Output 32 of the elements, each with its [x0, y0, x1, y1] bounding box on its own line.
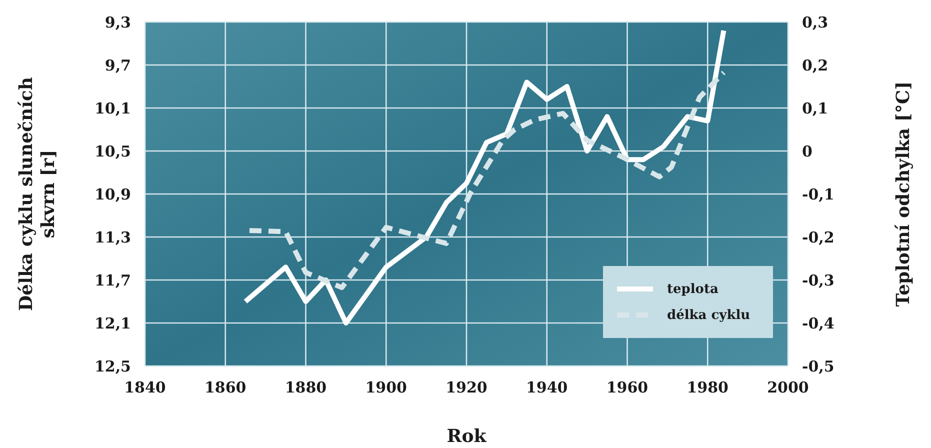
legend-label: délka cyklu — [667, 308, 750, 322]
y2-tick-label: -0,2 — [802, 228, 834, 246]
y2-axis-title: Teplotní odchylka [°C] — [893, 81, 914, 307]
legend-label: teplota — [667, 282, 718, 296]
y-tick-label: 12,1 — [94, 314, 131, 332]
y2-tick-label: -0,4 — [802, 314, 834, 332]
x-tick-label: 1860 — [204, 378, 246, 397]
y2-tick-label: 0 — [802, 142, 812, 160]
y2-tick-label: 0,3 — [802, 13, 828, 32]
y-tick-label: 12,5 — [94, 357, 131, 376]
y-tick-label: 10,5 — [94, 142, 131, 160]
x-tick-label: 1940 — [526, 378, 568, 397]
x-axis-title: Rok — [446, 426, 487, 447]
y2-tick-label: -0,5 — [802, 357, 834, 376]
x-tick-label: 1920 — [446, 378, 488, 397]
x-tick-label: 1980 — [686, 378, 728, 397]
y2-tick-label: 0,2 — [802, 56, 828, 74]
y-tick-label: 9,7 — [104, 56, 131, 74]
y-tick-label: 9,3 — [104, 13, 131, 32]
y2-tick-label: 0,1 — [802, 99, 828, 118]
y2-tick-label: -0,1 — [802, 185, 834, 204]
y-tick-label: 11,3 — [94, 228, 131, 246]
x-tick-label: 1880 — [284, 378, 327, 397]
x-tick-label: 1840 — [124, 378, 166, 397]
x-tick-label: 1900 — [365, 378, 407, 397]
x-tick-label: 2000 — [767, 378, 809, 397]
x-tick-label: 1960 — [606, 378, 648, 397]
y-tick-label: 10,1 — [94, 99, 131, 118]
y2-tick-label: -0,3 — [802, 271, 834, 290]
y-tick-label: 10,9 — [94, 185, 131, 204]
y-tick-label: 11,7 — [94, 271, 131, 290]
y-axis-title: Délka cyklu slunečních skvrn [r] — [16, 77, 59, 311]
